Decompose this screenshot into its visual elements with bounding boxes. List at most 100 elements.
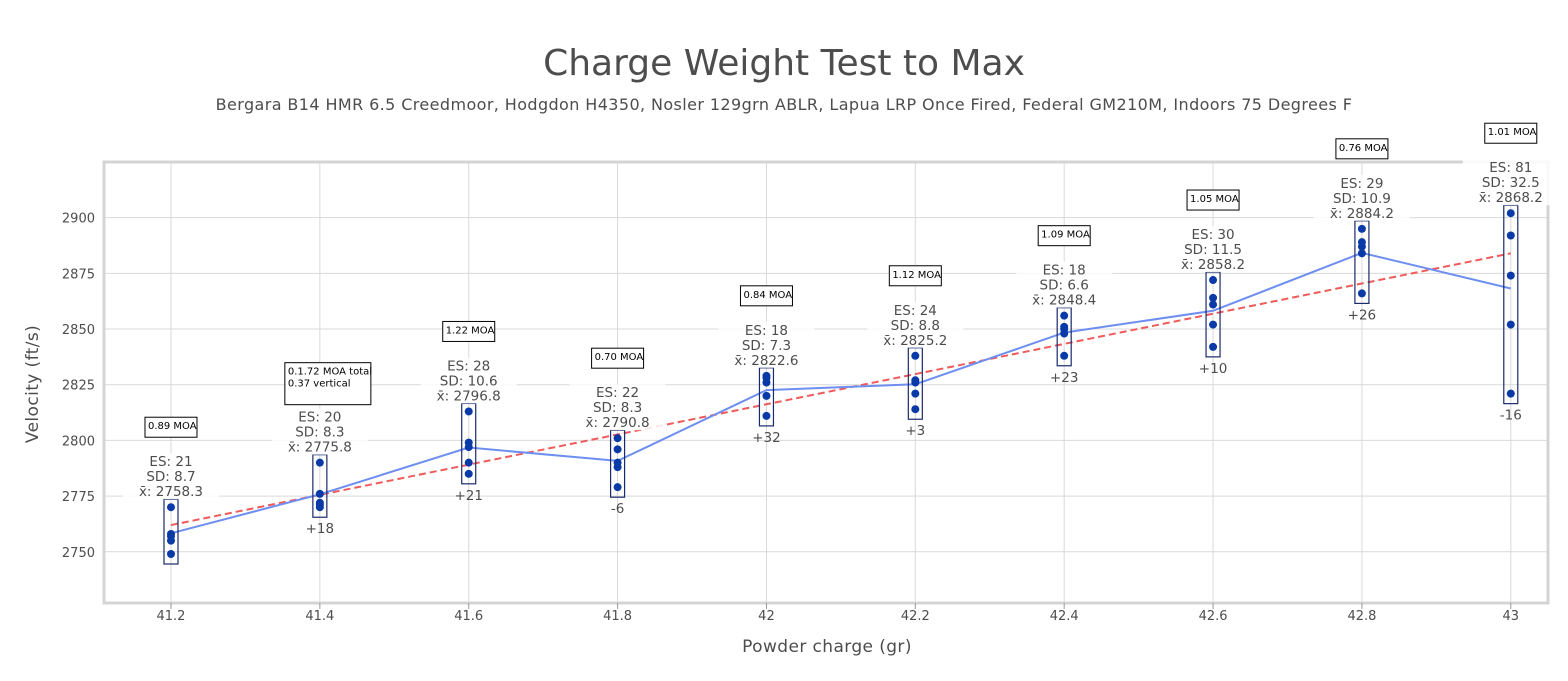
stats-background [867, 301, 964, 348]
stats-background [420, 357, 517, 404]
stat-es: ES: 28 [447, 358, 490, 374]
x-tick-label: 41.8 [603, 609, 632, 624]
stats-background [122, 453, 219, 500]
shot-point [1209, 276, 1218, 285]
stat-sd: SD: 8.8 [891, 318, 940, 334]
velocity-delta-label: +21 [454, 488, 483, 504]
shot-point [613, 483, 622, 492]
moa-box [1335, 138, 1389, 160]
mean-velocity-line [170, 251, 1512, 535]
y-axis-label: Velocity (ft/s) [23, 325, 43, 443]
stat-es: ES: 29 [1340, 176, 1383, 192]
x-tick-label: 42.4 [1050, 609, 1079, 624]
moa-box [1484, 122, 1538, 144]
stat-mean: x̄: 2796.8 [437, 388, 501, 404]
velocity-delta-label: -6 [611, 501, 624, 517]
moa-label: 0.70 MOA [595, 352, 644, 363]
shot-point [1209, 320, 1218, 329]
shot-point [1506, 209, 1515, 218]
stat-sd: SD: 8.7 [146, 469, 195, 485]
chart-subtitle: Bergara B14 HMR 6.5 Creedmoor, Hodgdon H… [216, 95, 1353, 114]
shot-point [315, 498, 324, 507]
x-axis-label: Powder charge (gr) [742, 637, 912, 657]
moa-box [1037, 225, 1091, 247]
shot-point [1060, 351, 1069, 360]
stat-mean: x̄: 2790.8 [586, 415, 650, 431]
shot-point [1060, 311, 1069, 320]
shot-point [1357, 249, 1366, 258]
shot-point [464, 438, 473, 447]
shot-point [1357, 238, 1366, 247]
stats-background [1462, 159, 1559, 206]
moa-box [739, 285, 793, 307]
stat-mean: x̄: 2868.2 [1479, 190, 1543, 206]
shot-point [1506, 231, 1515, 240]
shot-point [613, 458, 622, 467]
moa-label: 1.05 MOA [1190, 194, 1239, 205]
moa-label: 1.09 MOA [1041, 230, 1090, 241]
y-tick-label: 2750 [62, 546, 95, 561]
velocity-delta-label: +26 [1348, 307, 1377, 323]
stat-sd: SD: 7.3 [742, 338, 791, 354]
plot-frame [102, 160, 1550, 605]
series-layer [163, 204, 1519, 565]
shot-point [613, 445, 622, 454]
stat-mean: x̄: 2822.6 [734, 353, 798, 369]
shot-point [613, 434, 622, 443]
stat-sd: SD: 11.5 [1184, 242, 1242, 258]
x-tick-label: 41.6 [454, 609, 483, 624]
shot-point [166, 529, 175, 538]
velocity-delta-label: +3 [905, 423, 925, 439]
shot-point [762, 391, 771, 400]
shot-point [464, 458, 473, 467]
moa-box [284, 362, 372, 406]
moa-label: 0.37 vertical [288, 379, 351, 390]
stat-mean: x̄: 2848.4 [1032, 293, 1096, 309]
moa-label: 0.84 MOA [743, 290, 792, 301]
stat-sd: SD: 10.6 [440, 373, 498, 389]
y-tick-label: 2900 [62, 212, 95, 227]
shot-point [762, 371, 771, 380]
shot-point [762, 411, 771, 420]
stat-es: ES: 18 [1043, 263, 1086, 279]
stat-sd: SD: 32.5 [1482, 175, 1540, 191]
shot-point [1506, 389, 1515, 398]
moa-label: 1.01 MOA [1488, 127, 1537, 138]
stat-mean: x̄: 2758.3 [139, 484, 203, 500]
shot-point [1209, 342, 1218, 351]
stats-background [271, 408, 368, 455]
stat-es: ES: 81 [1489, 160, 1532, 176]
y-tick-label: 2875 [62, 267, 95, 282]
x-tick-label: 41.4 [305, 609, 334, 624]
chart-title: Charge Weight Test to Max [543, 43, 1025, 84]
shot-point [1506, 320, 1515, 329]
velocity-delta-label: +32 [752, 430, 781, 446]
stat-es: ES: 20 [298, 410, 341, 426]
shot-point [1357, 289, 1366, 298]
shot-point [1506, 271, 1515, 280]
moa-label: 1.22 MOA [446, 325, 495, 336]
moa-label: 0.89 MOA [148, 421, 197, 432]
y-tick-label: 2775 [62, 490, 95, 505]
stats-background [1165, 226, 1262, 273]
moa-label: 0.76 MOA [1339, 143, 1388, 154]
stat-mean: x̄: 2775.8 [288, 440, 352, 456]
trend-line [170, 252, 1511, 527]
moa-box [591, 347, 645, 369]
velocity-delta-label: -16 [1500, 408, 1522, 424]
stat-sd: SD: 6.6 [1040, 278, 1089, 294]
stat-es: ES: 22 [596, 385, 639, 401]
stat-mean: x̄: 2884.2 [1330, 206, 1394, 222]
shot-point [1060, 322, 1069, 331]
stats-background [718, 321, 815, 368]
velocity-delta-label: +18 [306, 521, 335, 537]
y-axis-ticks: 2750 2775 2800 2825 2850 2875 2900 [62, 212, 95, 561]
stats-background [1313, 174, 1410, 221]
shot-point [315, 489, 324, 498]
velocity-delta-label: +23 [1050, 370, 1079, 386]
stat-sd: SD: 10.9 [1333, 191, 1391, 207]
stat-es: ES: 24 [894, 303, 937, 319]
shot-point [166, 503, 175, 512]
